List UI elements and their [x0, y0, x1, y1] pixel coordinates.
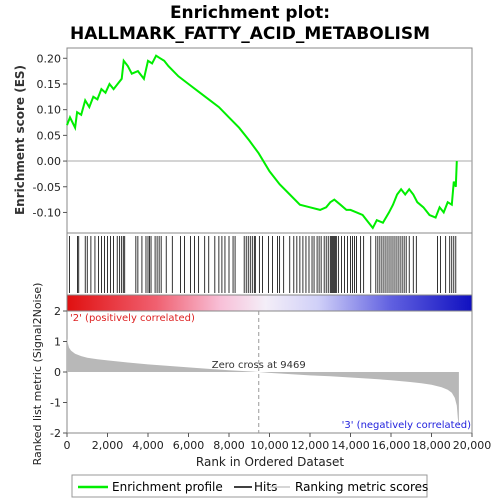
x-tick-label: 20,000 [453, 439, 492, 452]
legend-enrichment-profile: Enrichment profile [112, 480, 223, 494]
es-tick-label: 0.00 [37, 155, 62, 168]
es-tick-label: 0.20 [37, 52, 62, 65]
es-axis-ticks: 0.20 0.15 0.10 0.05 0.00 -0.05 -0.10 [33, 52, 67, 219]
rank-tick-label: -1 [50, 397, 61, 410]
rank-tick-label: 0 [54, 366, 61, 379]
x-tick-label: 12,000 [291, 439, 330, 452]
legend-hits: Hits [254, 480, 277, 494]
chart-title-line1: Enrichment plot: [170, 3, 330, 23]
x-tick-label: 10,000 [250, 439, 289, 452]
legend-ranking-metric-scores: Ranking metric scores [295, 480, 428, 494]
x-tick-label: 4,000 [132, 439, 164, 452]
chart-title-line2: HALLMARK_FATTY_ACID_METABOLISM [70, 24, 430, 44]
es-panel-frame [66, 47, 473, 234]
ranking-axis-label: Ranked list metric (Signal2Noise) [31, 283, 44, 466]
es-axis-label: Enrichment score (ES) [13, 65, 27, 215]
positive-correlation-label: '2' (positively correlated) [70, 313, 195, 324]
es-tick-label: 0.15 [37, 78, 62, 91]
enrichment-profile-line [66, 54, 458, 230]
x-tick-label: 6,000 [173, 439, 205, 452]
legend-box [71, 474, 428, 498]
rank-tick-label: 2 [54, 305, 61, 318]
x-tick-label: 14,000 [331, 439, 370, 452]
x-tick-label: 16,000 [372, 439, 411, 452]
x-tick-label: 18,000 [412, 439, 451, 452]
ranking-axis-ticks: 2 1 0 -1 -2 [50, 305, 67, 440]
rank-tick-label: -2 [50, 427, 61, 440]
hits-group [69, 236, 457, 293]
x-axis-ticks: 0 2,000 4,000 6,000 8,000 10,000 12,000 14,000 1… [64, 433, 492, 452]
x-tick-label: 2,000 [92, 439, 124, 452]
rank-color-bar [66, 294, 473, 312]
zero-cross-label: Zero cross at 9469 [212, 360, 306, 371]
x-tick-label: 8,000 [213, 439, 245, 452]
es-tick-label: -0.05 [33, 181, 61, 194]
x-tick-label: 0 [64, 439, 71, 452]
rank-tick-label: 1 [54, 336, 61, 349]
x-axis-label: Rank in Ordered Dataset [196, 455, 344, 469]
negative-correlation-label: '3' (negatively correlated) [342, 420, 471, 431]
es-tick-label: 0.05 [37, 129, 62, 142]
es-tick-label: -0.10 [33, 206, 61, 219]
es-tick-label: 0.10 [37, 104, 62, 117]
hits-panel-frame [66, 232, 473, 296]
